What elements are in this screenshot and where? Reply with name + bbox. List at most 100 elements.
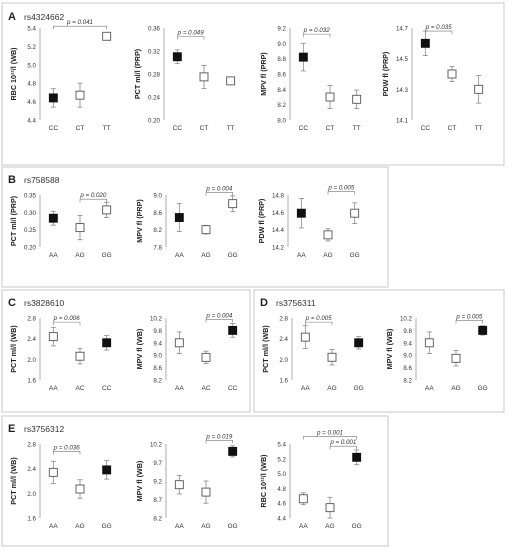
filled-marker <box>420 38 430 48</box>
chart-12: 1.6 2.0 2.4 2.8 PCT ml/l (WB) AA AG GG p = 0.036 <box>9 442 112 531</box>
y-axis-label: MPV fl (WB) <box>135 328 144 369</box>
chart-4: 14.1 14.3 14.5 14.7 PDW fl (PRP) CC CT TT p = 0.… <box>381 24 484 132</box>
y-tick-label: 4.8 <box>277 486 286 493</box>
open-marker <box>327 352 337 362</box>
x-tick-label: TT <box>475 125 483 132</box>
y-tick-label: 8.6 <box>277 72 286 79</box>
y-tick-label: 2.4 <box>279 336 288 343</box>
x-tick-label: AC <box>75 385 84 392</box>
y-axis-label: MPV fl (WB) <box>385 328 394 369</box>
y-tick-label: 8.6 <box>153 210 162 217</box>
y-tick-label: 0.30 <box>24 210 37 217</box>
panel-e-letter: E <box>8 423 15 435</box>
x-tick-label: AA <box>49 385 58 392</box>
y-tick-label: 8.2 <box>277 102 286 109</box>
open-marker <box>228 199 238 209</box>
x-tick-label: AC <box>201 385 210 392</box>
y-tick-label: 14.4 <box>272 227 285 234</box>
x-tick-label: TT <box>227 125 235 132</box>
y-tick-label: 10.2 <box>150 442 163 449</box>
significance-bracket <box>455 320 483 324</box>
y-tick-label: 4.6 <box>277 501 286 508</box>
y-tick-label: 8.2 <box>403 378 412 385</box>
y-tick-label: 0.25 <box>24 227 37 234</box>
x-tick-label: CC <box>228 385 238 392</box>
x-tick-label: AG <box>323 252 332 259</box>
y-tick-label: 14.6 <box>272 210 285 217</box>
y-tick-label: 9.0 <box>153 193 162 200</box>
chart-8: 1.6 2.0 2.4 2.8 PCT ml/l (WB) AA AC CC p = 0.006 <box>9 315 112 392</box>
y-tick-label: 9.2 <box>277 26 286 33</box>
panel-a-snp: rs4324662 <box>24 12 64 22</box>
open-marker <box>298 494 308 504</box>
p-value-label: p = 0.035 <box>425 24 453 31</box>
open-marker <box>474 84 484 94</box>
p-value-label: p = 0.001 <box>329 439 356 446</box>
x-tick-label: TT <box>103 125 111 132</box>
y-tick-label: 9.4 <box>153 340 162 347</box>
significance-bracket <box>205 192 233 196</box>
p-value-label: p = 0.001 <box>316 430 343 437</box>
y-tick-label: 1.6 <box>279 378 288 385</box>
y-tick-label: 4.6 <box>27 99 36 106</box>
filled-marker <box>172 52 182 62</box>
y-tick-label: 9.0 <box>403 353 412 360</box>
open-marker <box>350 208 360 218</box>
significance-bracket <box>205 439 233 444</box>
x-tick-label: TT <box>353 125 361 132</box>
significance-bracket <box>53 25 107 30</box>
y-tick-label: 2.0 <box>27 491 36 498</box>
y-tick-label: 14.3 <box>396 87 409 94</box>
open-marker <box>201 487 211 497</box>
panel-a-letter: A <box>8 11 16 23</box>
plots-layer: 4.4 4.6 4.8 5.0 5.2 5.4 RBC 10¹²/l (WB) CC CT TT p… <box>9 19 488 530</box>
open-marker <box>323 230 333 240</box>
open-marker <box>102 205 112 215</box>
x-tick-label: CC <box>102 385 112 392</box>
x-tick-label: AA <box>49 252 58 259</box>
p-value-label: p = 0.019 <box>205 433 233 440</box>
y-axis-label: PCT ml/l (WB) <box>9 325 18 373</box>
open-marker <box>424 338 434 348</box>
y-axis-label: PCT ml/l (WB) <box>9 457 18 505</box>
significance-bracket <box>425 30 453 35</box>
p-value-label: p = 0.032 <box>303 27 331 34</box>
y-tick-label: 10.2 <box>150 316 163 323</box>
p-value-label: p = 0.004 <box>205 313 233 320</box>
y-axis-label: PDW fl (PRP) <box>257 198 266 243</box>
chart-13: 8.2 8.7 9.2 9.7 10.2 MPV fl (WB) AA AG GG p = 0.0… <box>135 433 238 530</box>
y-tick-label: 2.4 <box>27 336 36 343</box>
open-marker <box>75 351 85 361</box>
chart-7: 14.2 14.4 14.6 14.8 PDW fl (PRP) AA AG GG p = 0.… <box>257 185 360 259</box>
y-axis-label: RBC 10¹²/l (WB) <box>9 47 18 101</box>
x-tick-label: AA <box>301 385 310 392</box>
open-marker <box>447 69 457 79</box>
filled-marker <box>102 465 112 475</box>
y-axis-label: PCT ml/l (PRP) <box>9 195 18 246</box>
open-marker <box>325 92 335 102</box>
filled-marker <box>298 52 308 62</box>
filled-marker <box>478 325 488 335</box>
x-tick-label: AA <box>175 523 184 530</box>
open-marker <box>174 480 184 490</box>
filled-marker <box>228 325 238 335</box>
p-value-label: p = 0.004 <box>205 185 233 192</box>
y-tick-label: 5.2 <box>277 456 286 463</box>
open-marker <box>48 467 58 477</box>
open-marker <box>451 353 461 363</box>
y-tick-label: 14.8 <box>272 193 285 200</box>
y-tick-label: 10.2 <box>400 316 413 323</box>
x-tick-label: AG <box>327 385 336 392</box>
chart-5: 0.20 0.25 0.30 0.35 PCT ml/l (PRP) AA AG GG p = … <box>9 192 112 259</box>
significance-bracket <box>329 445 357 450</box>
x-tick-label: AA <box>175 252 184 259</box>
p-value-label: p = 0.041 <box>66 19 93 26</box>
filled-marker <box>352 452 362 462</box>
chart-14: 4.4 4.6 4.8 5.0 5.2 5.4 RBC 10¹²/l (WB) AA AG GG p… <box>259 430 362 530</box>
panel-e-frame <box>1 415 389 547</box>
y-tick-label: 4.8 <box>27 81 36 88</box>
y-tick-label: 9.7 <box>153 460 162 467</box>
x-tick-label: AG <box>201 523 210 530</box>
panel-c-snp: rs3828610 <box>24 298 64 308</box>
x-tick-label: AA <box>297 252 306 259</box>
